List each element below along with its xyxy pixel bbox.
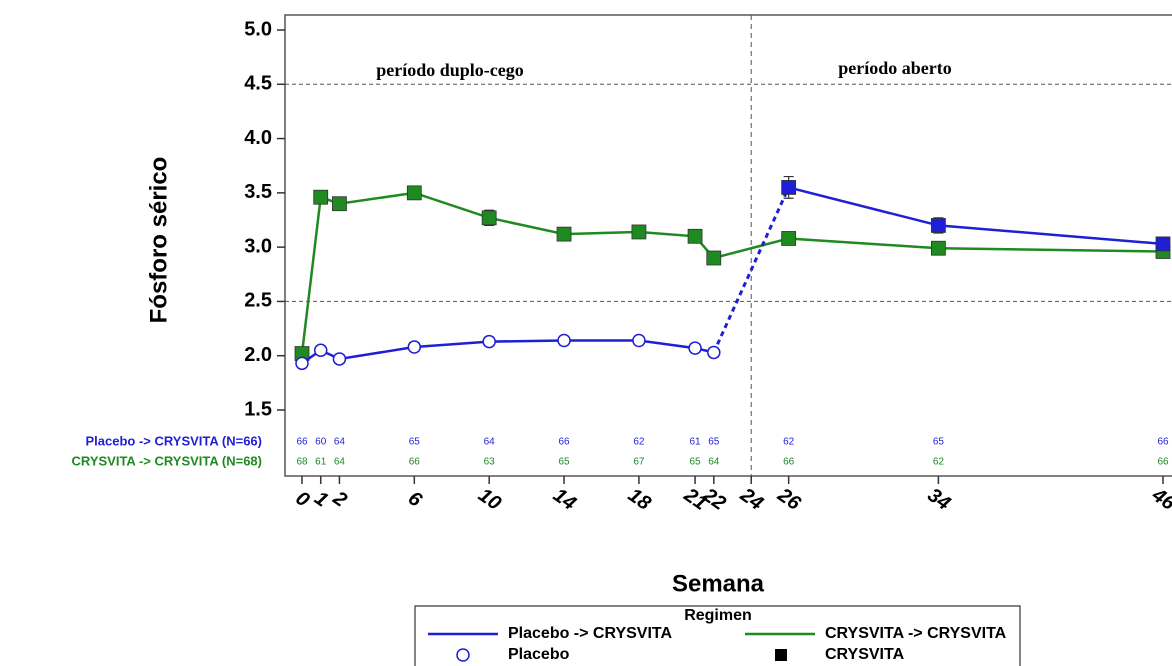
count: 62 [783,437,795,448]
y-tick-label: 4.0 [244,127,272,149]
count: 61 [315,457,327,468]
y-tick-label: 2.5 [244,290,272,312]
count: 66 [296,437,308,448]
count: 65 [409,437,421,448]
count: 66 [1157,437,1169,448]
legend-label: Placebo [508,646,570,663]
marker [781,180,797,195]
annotation: período duplo-cego [376,60,524,80]
count: 61 [690,437,702,448]
marker [781,231,797,246]
legend-box [414,605,1021,666]
annotation: período aberto [838,58,951,78]
y-tick-label: 2.0 [244,344,272,366]
x-tick-label: 26 [773,483,805,515]
marker [556,226,572,242]
count: 63 [484,457,496,468]
count: 64 [708,457,720,468]
x-axis-label: Semana [672,570,765,597]
count: 68 [296,457,308,468]
marker [687,228,703,244]
plot-frame [284,14,1172,477]
count: 66 [409,457,421,468]
marker [332,352,347,366]
x-tick-label: 46 [1147,483,1172,515]
series-line [300,191,1164,354]
count: 64 [484,437,496,448]
count: 65 [558,457,570,468]
x-tick-label: 0 [292,487,314,511]
x-tick-label: 18 [624,484,656,515]
count: 62 [633,437,645,448]
x-tick-label: 1 [310,487,332,511]
count: 66 [558,437,570,448]
marker [930,240,946,256]
count: 64 [334,437,346,448]
count: 66 [783,457,795,468]
legend-marker [775,649,787,661]
marker [313,343,328,358]
x-tick-label: 34 [923,484,954,515]
count-row-label: CRYSVITA -> CRYSVITA (N=68) [72,453,262,468]
y-tick-label: 5.0 [244,18,272,40]
legend-label: CRYSVITA [825,646,905,663]
count: 64 [334,457,346,468]
marker [688,341,702,355]
x-tick-label: 14 [549,484,580,515]
x-tick-label: 24 [735,483,767,514]
x-tick-label: 6 [404,487,426,512]
marker [295,356,309,371]
legend-label: CRYSVITA -> CRYSVITA [825,625,1007,642]
legend-title: Regimen [684,607,752,624]
count: 62 [933,457,945,468]
marker [332,196,347,212]
count: 65 [708,437,720,448]
series-line [788,186,1164,246]
y-tick-label: 3.0 [244,235,272,257]
marker [707,345,721,360]
y-axis-label: Fósforo sérico [145,157,172,324]
marker [632,333,646,348]
marker [481,210,497,226]
marker [1155,236,1171,252]
marker [406,185,422,201]
count: 66 [1157,457,1169,468]
marker [407,340,422,354]
count: 65 [690,457,702,468]
marker [482,334,496,349]
y-tick-label: 1.5 [244,398,272,420]
count-row-label: Placebo -> CRYSVITA (N=66) [85,433,262,448]
legend-label: Placebo -> CRYSVITA [508,625,672,642]
y-tick-label: 3.5 [244,181,272,203]
marker [313,189,329,205]
marker [706,250,722,266]
marker [631,224,647,240]
series-line [301,339,715,365]
count: 60 [315,437,327,448]
count: 67 [633,457,645,468]
marker [557,333,571,348]
x-tick-label: 10 [474,484,505,515]
legend-marker [456,648,470,662]
series-dashed-line [712,186,791,354]
y-tick-label: 4.5 [244,73,272,95]
count: 65 [933,437,945,448]
x-tick-label: 22 [698,483,730,514]
x-tick-label: 2 [328,487,351,512]
marker [930,218,946,233]
